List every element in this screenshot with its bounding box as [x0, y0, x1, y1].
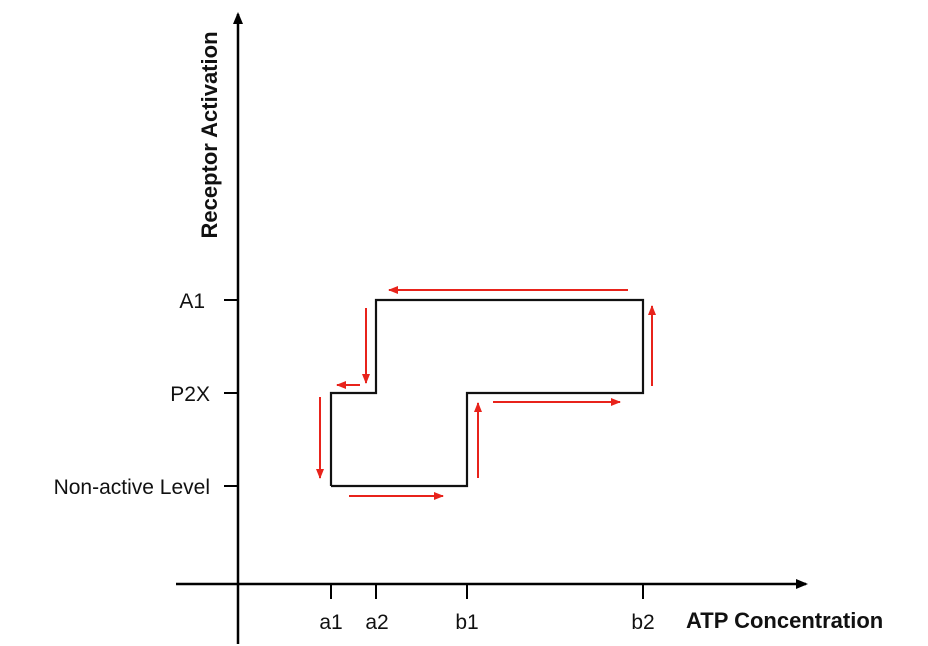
y-level-label-p2x: P2X [170, 383, 210, 406]
hysteresis-loop-path [329, 298, 645, 488]
x-tick-label-b2: b2 [631, 611, 654, 634]
y-level-label-non-active: Non-active Level [54, 476, 210, 499]
y-level-label-a1: A1 [179, 290, 205, 313]
x-tick-label-a1: a1 [319, 611, 342, 634]
x-tick-label-b1: b1 [455, 611, 478, 634]
x-axis-title: ATP Concentration [686, 608, 883, 633]
y-axis-title: Receptor Activation [197, 31, 222, 238]
x-tick-label-a2: a2 [365, 611, 388, 634]
